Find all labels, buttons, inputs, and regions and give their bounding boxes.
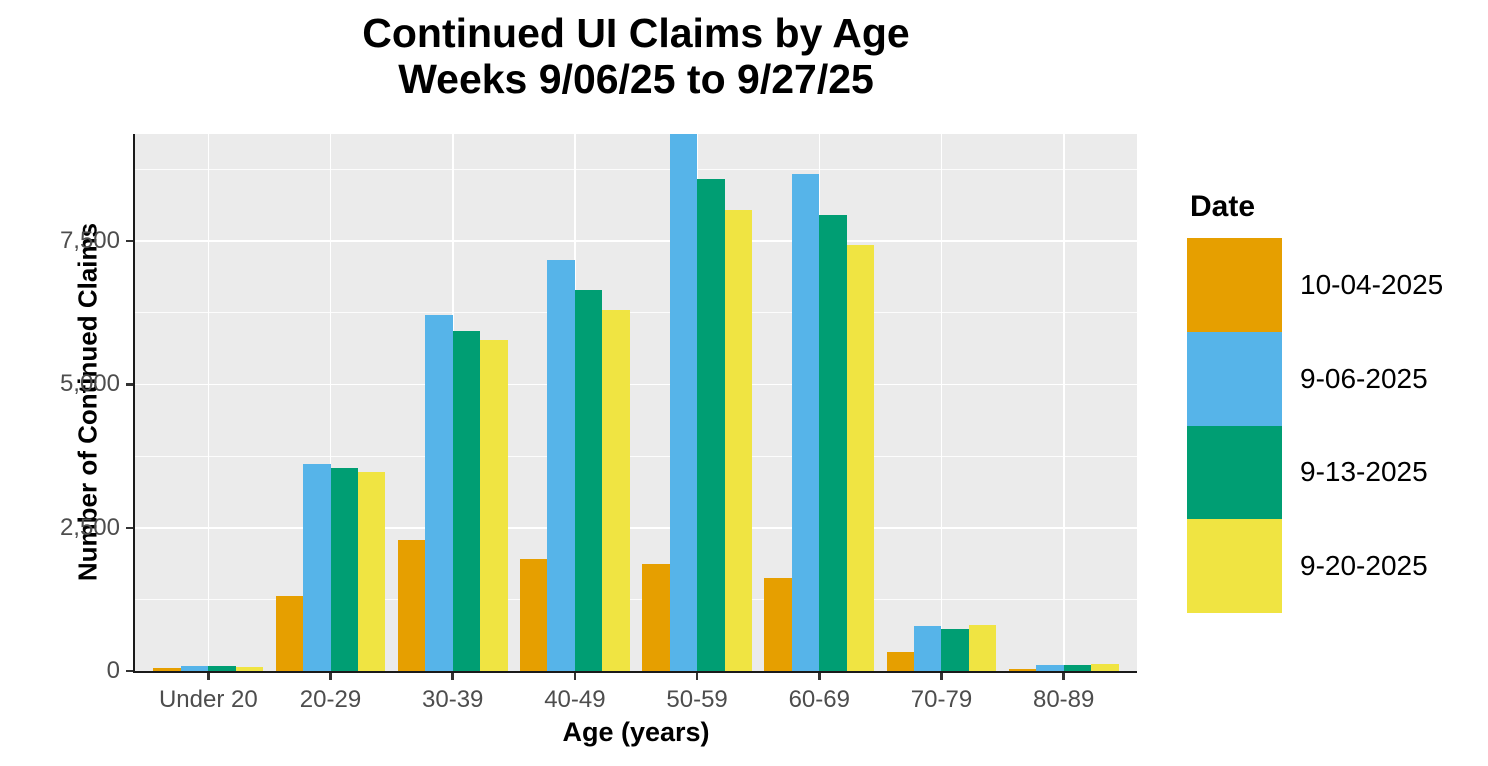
x-tick-mark (451, 673, 454, 680)
y-tick-label: 7,500 (59, 227, 120, 255)
major-gridline (135, 526, 1137, 529)
legend-swatch-9-06-2025 (1187, 331, 1282, 426)
bar-9-06-2025-80-89 (1036, 665, 1064, 671)
x-tick-mark (940, 673, 943, 680)
minor-gridline (135, 312, 1137, 314)
x-tick-mark (573, 673, 577, 680)
legend-label-9-06-2025: 9-06-2025 (1300, 362, 1428, 394)
minor-gridline (135, 598, 1137, 600)
x-tick-mark (818, 673, 821, 680)
bar-9-20-2025-40-49 (602, 310, 630, 671)
bar-10-04-2025-20-29 (275, 596, 303, 671)
bar-9-20-2025-60-69 (846, 245, 875, 671)
x-tick-label: 20-29 (299, 686, 362, 713)
x-tick-label: 60-69 (788, 686, 850, 713)
bar-9-06-2025-60-69 (791, 174, 820, 671)
bar-9-13-2025-20-29 (330, 468, 358, 671)
x-tick-label: 80-89 (1032, 686, 1095, 713)
minor-gridline (135, 169, 1137, 171)
legend-swatch-9-20-2025 (1187, 519, 1282, 613)
legend-key-9-06-2025: 9-06-2025 (1187, 331, 1467, 426)
y-tick-mark (126, 670, 133, 673)
x-axis-line (133, 671, 1137, 673)
major-gridline-x (1062, 134, 1065, 671)
chart-title-block: Continued UI Claims by Age Weeks 9/06/25… (135, 10, 1137, 103)
bar-9-06-2025-30-39 (425, 315, 453, 671)
x-tick-mark (207, 673, 210, 680)
x-axis-title: Age (years) (562, 717, 710, 747)
legend-keys: 10-04-2025 9-06-2025 9-13-2025 9-20-2025 (1187, 238, 1467, 613)
bar-9-06-2025-20-29 (303, 464, 331, 671)
x-tick-label: 50-59 (666, 686, 728, 713)
legend-label-9-13-2025: 9-13-2025 (1300, 456, 1428, 488)
bar-10-04-2025-30-39 (397, 540, 426, 671)
bar-9-13-2025-60-69 (819, 215, 847, 671)
y-axis-line (133, 134, 135, 673)
y-tick-mark (126, 383, 133, 386)
chart-title: Continued UI Claims by Age (362, 10, 910, 56)
x-tick-mark (695, 673, 699, 680)
legend-key-10-04-2025: 10-04-2025 (1187, 238, 1467, 332)
y-tick-label: 0 (106, 657, 120, 684)
y-tick-mark (126, 240, 133, 243)
bar-10-04-2025-80-89 (1008, 669, 1037, 671)
bar-9-20-2025-30-39 (480, 340, 508, 671)
x-tick-label: 30-39 (422, 686, 484, 713)
bar-10-04-2025-50-59 (642, 564, 670, 671)
x-tick-mark (329, 673, 332, 680)
bar-9-06-2025-70-79 (913, 626, 942, 671)
legend-title: Date (1190, 190, 1256, 223)
bar-9-13-2025-40-49 (574, 290, 603, 671)
bar-10-04-2025-60-69 (764, 578, 792, 671)
legend-label-10-04-2025: 10-04-2025 (1300, 268, 1444, 300)
plot-panel (135, 134, 1137, 671)
bar-9-13-2025-30-39 (452, 331, 481, 671)
legend-label-9-20-2025: 9-20-2025 (1300, 550, 1428, 582)
major-gridline-x (940, 134, 943, 671)
x-tick-mark (1062, 673, 1065, 680)
bar-9-20-2025-80-89 (1091, 664, 1119, 671)
y-tick-label: 2,500 (59, 513, 120, 541)
legend-swatch-9-13-2025 (1187, 425, 1282, 520)
major-gridline-x (207, 134, 210, 671)
bar-9-13-2025-80-89 (1063, 665, 1092, 671)
bar-10-04-2025-Under-20 (153, 668, 181, 671)
x-tick-label: 40-49 (544, 686, 606, 713)
major-gridline (135, 240, 1137, 242)
minor-gridline (135, 455, 1137, 457)
bar-9-20-2025-50-59 (724, 210, 753, 671)
bar-9-13-2025-50-59 (697, 179, 725, 671)
legend-swatch-10-04-2025 (1187, 238, 1282, 332)
y-tick-mark (126, 526, 133, 529)
major-gridline-x (329, 134, 332, 671)
bar-9-20-2025-Under-20 (235, 667, 264, 671)
x-tick-label: Under 20 (158, 686, 258, 713)
legend-key-9-13-2025: 9-13-2025 (1187, 425, 1467, 520)
bar-9-13-2025-70-79 (941, 629, 969, 671)
bar-10-04-2025-40-49 (519, 559, 548, 671)
legend-key-9-20-2025: 9-20-2025 (1187, 519, 1467, 613)
bar-9-06-2025-Under-20 (180, 666, 209, 671)
y-tick-label: 5,000 (59, 370, 120, 398)
bar-9-20-2025-20-29 (358, 472, 386, 671)
x-tick-label: 70-79 (910, 686, 973, 713)
chart-subtitle: Weeks 9/06/25 to 9/27/25 (398, 56, 874, 103)
bar-9-20-2025-70-79 (968, 625, 997, 671)
bar-9-13-2025-Under-20 (208, 666, 236, 671)
bar-9-06-2025-50-59 (669, 134, 698, 671)
major-gridline (135, 383, 1137, 386)
bar-10-04-2025-70-79 (886, 652, 914, 671)
bar-9-06-2025-40-49 (547, 260, 575, 671)
